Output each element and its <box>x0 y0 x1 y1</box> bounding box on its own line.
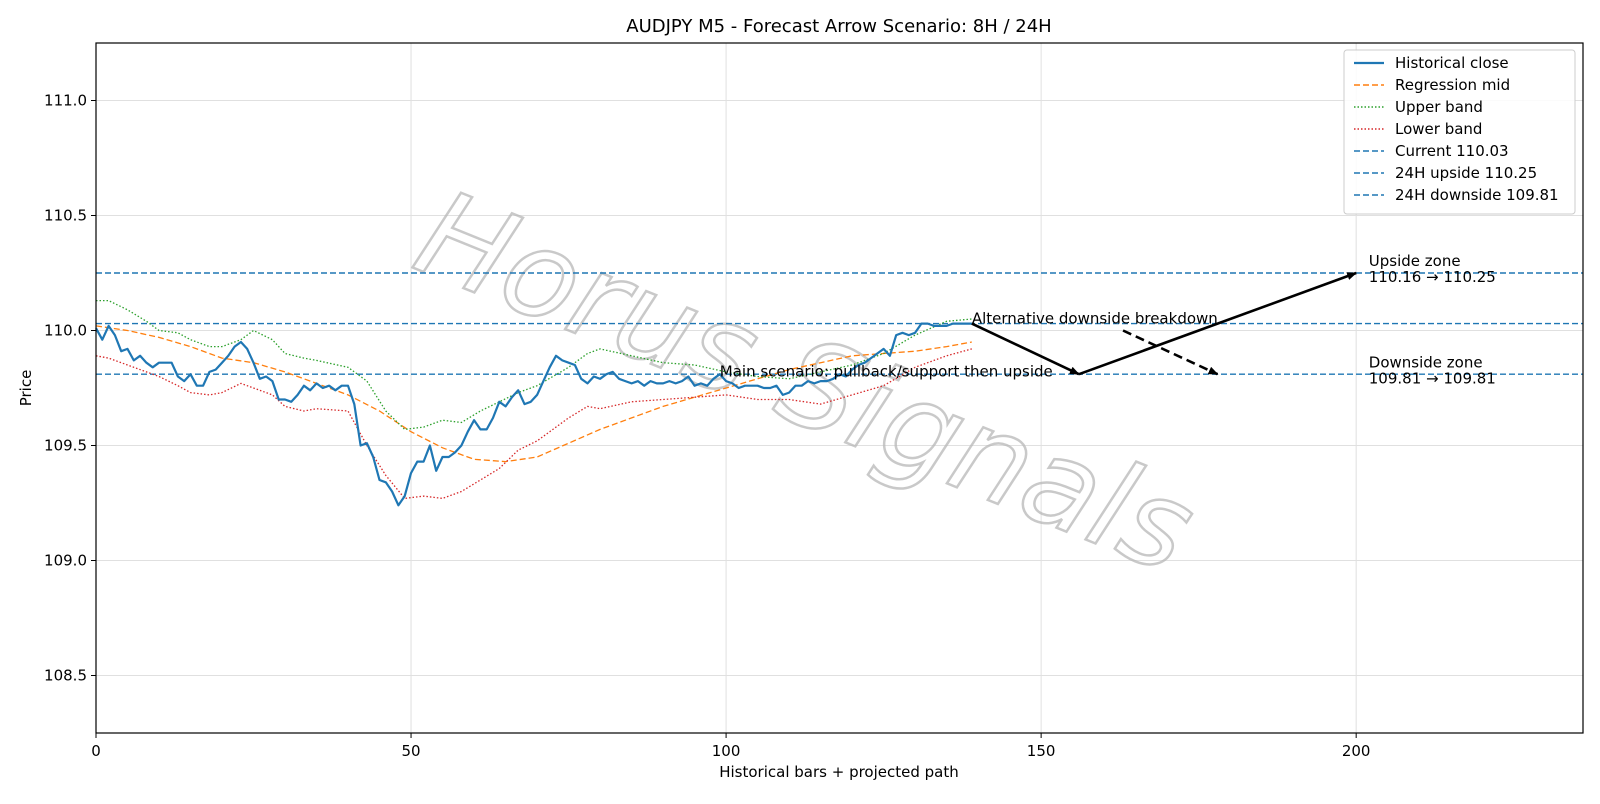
x-tick-label: 150 <box>1027 742 1056 760</box>
x-axis-label: Historical bars + projected path <box>719 763 959 781</box>
y-tick-label: 109.5 <box>44 437 87 455</box>
y-tick-label: 110.5 <box>44 207 87 225</box>
series-line <box>96 299 972 431</box>
annotation-text: Upside zone <box>1369 252 1461 270</box>
legend-label: Historical close <box>1395 54 1509 72</box>
series-line <box>95 325 972 463</box>
legend-label: Regression mid <box>1395 76 1510 94</box>
y-tick-label: 109.0 <box>44 552 87 570</box>
legend-label: 24H downside 109.81 <box>1395 186 1559 204</box>
plot-area-frame <box>95 42 1584 734</box>
series-lines <box>95 299 972 507</box>
legend-label: Lower band <box>1395 120 1482 138</box>
y-axis-ticks: 108.5 109.0 109.5 110.0 110.5 111.0 <box>44 92 96 685</box>
legend-label: Current 110.03 <box>1395 142 1509 160</box>
x-tick-label: 0 <box>91 742 101 760</box>
annotation-text: Downside zone <box>1369 353 1483 371</box>
forecast-arrow <box>1078 271 1358 376</box>
forecast-arrow <box>971 322 1080 376</box>
x-tick-label: 200 <box>1342 742 1371 760</box>
x-tick-label: 100 <box>712 742 741 760</box>
series-line <box>95 322 972 507</box>
legend: Historical close Regression mid Upper band… <box>1343 49 1576 215</box>
annotation-text: 109.81 → 109.81 <box>1369 369 1496 387</box>
annotations: Main scenario: pullback/support then ups… <box>720 252 1496 387</box>
x-tick-label: 50 <box>401 742 420 760</box>
legend-label: 24H upside 110.25 <box>1395 164 1537 182</box>
y-axis-label: Price <box>17 370 35 407</box>
y-tick-label: 108.5 <box>44 667 87 685</box>
forecast-arrow <box>1122 329 1219 376</box>
annotation-text: 110.16 → 110.25 <box>1369 268 1496 286</box>
forecast-arrows <box>971 271 1358 376</box>
legend-label: Upper band <box>1395 98 1483 116</box>
chart-title: AUDJPY M5 - Forecast Arrow Scenario: 8H … <box>626 16 1051 37</box>
annotation-text: Main scenario: pullback/support then ups… <box>720 363 1053 381</box>
annotation-text: Alternative downside breakdown <box>972 310 1218 328</box>
y-tick-label: 111.0 <box>44 92 87 110</box>
y-tick-label: 110.0 <box>44 322 87 340</box>
series-line <box>95 348 972 500</box>
legend-box <box>1343 49 1576 215</box>
x-axis-ticks: 0 50 100 150 200 <box>91 733 1370 760</box>
